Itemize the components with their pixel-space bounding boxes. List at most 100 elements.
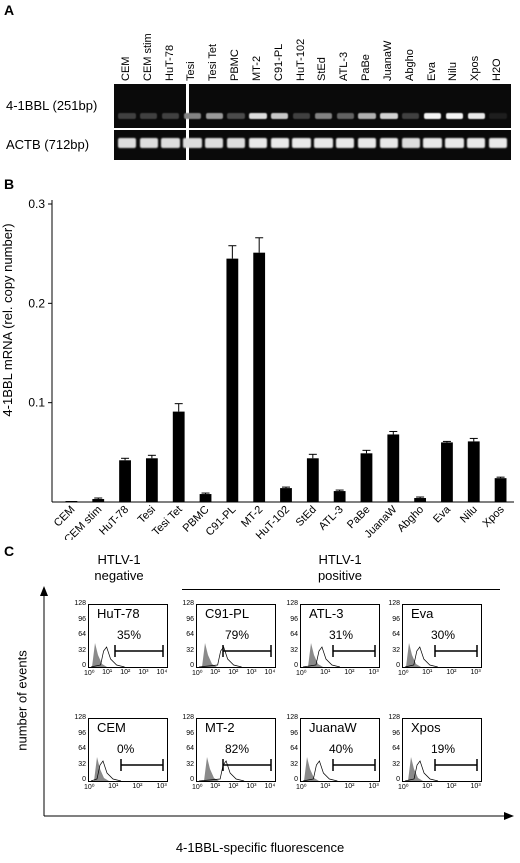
histogram-ytick-label: 32: [186, 760, 194, 768]
isotype-control-fill: [303, 757, 319, 781]
histogram-percent-positive: 19%: [431, 742, 456, 756]
panel-c-ylabel: number of events: [14, 650, 30, 751]
gel-lane-label: Tesi Tet: [207, 43, 220, 81]
histogram-ytick-label: 96: [78, 615, 86, 623]
gel-band-4-1bbl: [161, 113, 180, 119]
histogram-ytick-label: 0: [396, 776, 400, 783]
histogram-ytick-label: 64: [78, 631, 86, 638]
gel-band-4-1bbl: [183, 113, 202, 119]
histogram-ytick-label: 64: [186, 745, 194, 752]
histogram-xtick-label: 10⁰: [192, 670, 203, 677]
histogram-xtick-label: 10⁴: [264, 783, 276, 790]
histogram-xtick-label: 10³: [246, 669, 257, 676]
gel-band-4-1bbl: [336, 113, 354, 119]
histogram-percent-positive: 31%: [329, 628, 354, 642]
histogram-cell-name: CEM: [97, 720, 126, 735]
histogram-ytick-label: 96: [392, 729, 400, 737]
gel-band-actb: [117, 138, 137, 148]
histogram-xtick-label: 10³: [156, 783, 167, 790]
histogram-xtick-label: 10²: [446, 783, 457, 790]
gel-lane-label: HuT-102: [294, 38, 307, 81]
bar-sted: [306, 458, 319, 502]
histogram-xtick-label: 10⁴: [156, 669, 168, 676]
histogram-ytick-label: 128: [286, 714, 298, 721]
histogram-ytick-label: 0: [82, 662, 86, 669]
gel-band-4-1bbl: [292, 113, 311, 119]
gel-band-4-1bbl: [271, 113, 289, 119]
histogram-cem: CEM 0%: [88, 718, 168, 782]
histogram-ytick-label: 32: [78, 760, 86, 768]
gel-band-4-1bbl: [423, 113, 442, 119]
histogram-plot: [198, 757, 272, 781]
histogram-xtick-label: 10⁰: [296, 784, 307, 791]
gel-band-4-1bbl: [249, 113, 267, 119]
histogram-xtick-label: 10³: [368, 669, 379, 676]
histogram-ytick-label: 32: [392, 646, 400, 654]
gel-lane-label: CEM: [119, 56, 132, 81]
bar-hut-78: [119, 460, 131, 502]
gel-lane-label: PaBe: [360, 54, 373, 81]
gel-band-actb: [336, 138, 355, 148]
stained-sample-line: [90, 646, 125, 667]
bar-pabe: [360, 453, 373, 502]
gel-lane-label: Xpos: [469, 55, 482, 81]
gel-image-actb: [114, 129, 511, 160]
bar-category-label: Eva: [431, 503, 454, 526]
bar-category-label: Tesi Tet: [150, 504, 185, 539]
histogram-plot: [90, 757, 164, 781]
histogram-cell-name: JuanaW: [309, 720, 357, 735]
histogram-xtick-label: 10²: [120, 669, 131, 676]
stained-sample-line: [404, 760, 439, 781]
gel-lane-gap: [186, 84, 189, 160]
histogram-xtick-label: 10¹: [422, 783, 433, 790]
gel-lane-label: Nilu: [447, 62, 460, 81]
histogram-ytick-label: 32: [392, 760, 400, 768]
histogram-ytick-label: 96: [290, 729, 298, 737]
isotype-control-fill: [405, 643, 421, 667]
bar-category-label: StEd: [294, 504, 319, 529]
histogram-percent-positive: 82%: [225, 742, 250, 756]
gel-band-4-1bbl: [489, 113, 507, 119]
histogram-xtick-label: 10²: [344, 669, 355, 676]
gel-band-actb: [423, 138, 442, 148]
bar-category-label: Abgho: [395, 504, 426, 535]
gel-band-actb: [161, 138, 180, 148]
gel-band-4-1bbl: [314, 113, 333, 119]
bar-category-label: HuT-78: [97, 504, 131, 538]
histogram-xtick-label: 10²: [228, 783, 239, 790]
histogram-xtick-label: 10³: [138, 669, 149, 676]
gel-band-actb: [248, 138, 268, 148]
histogram-xtick-label: 10²: [132, 783, 143, 790]
histogram-xtick-label: 10¹: [422, 669, 433, 676]
gel-lane-label: CEM stim: [141, 33, 154, 81]
bar-chart: 4-1BBL mRNA (rel. copy number) 0.3 0.2 0.1…: [0, 197, 514, 540]
bar-category-label: Nilu: [458, 504, 480, 526]
histogram-xtick-label: 10³: [246, 783, 257, 790]
histogram-ytick-label: 64: [290, 745, 298, 752]
histogram-plot: [404, 757, 478, 781]
gel-band-actb: [445, 138, 464, 148]
bar-eva: [441, 442, 453, 502]
gel-band-actb: [401, 138, 420, 148]
htlv-positive-bracket: [182, 589, 500, 590]
histogram-xtick-label: 10¹: [210, 783, 221, 790]
gel-band-4-1bbl: [140, 113, 158, 119]
histogram-mt-2: MT-2 82%: [196, 718, 276, 782]
histogram-ytick-label: 96: [392, 615, 400, 623]
histogram-plot: [404, 643, 478, 667]
histogram-ytick-label: 128: [74, 714, 86, 721]
histogram-ytick-label: 0: [294, 776, 298, 783]
htlv-negative-line2: negative: [94, 568, 144, 583]
panel-b-letter: B: [4, 176, 15, 192]
htlv-positive-line1: HTLV-1: [318, 552, 362, 567]
bar-chart-ytick-label: 0.2: [28, 296, 45, 310]
gel-lane-label: MT-2: [250, 55, 263, 81]
isotype-control-fill: [405, 757, 423, 781]
stained-sample-line: [302, 760, 338, 781]
histogram-xtick-label: 10³: [470, 783, 481, 790]
histogram-xtick-label: 10²: [344, 783, 355, 790]
gel-band-4-1bbl: [358, 113, 376, 119]
bar-category-label: Xpos: [480, 503, 507, 530]
gel-band-actb: [270, 138, 289, 148]
gel-band-actb: [467, 138, 486, 148]
